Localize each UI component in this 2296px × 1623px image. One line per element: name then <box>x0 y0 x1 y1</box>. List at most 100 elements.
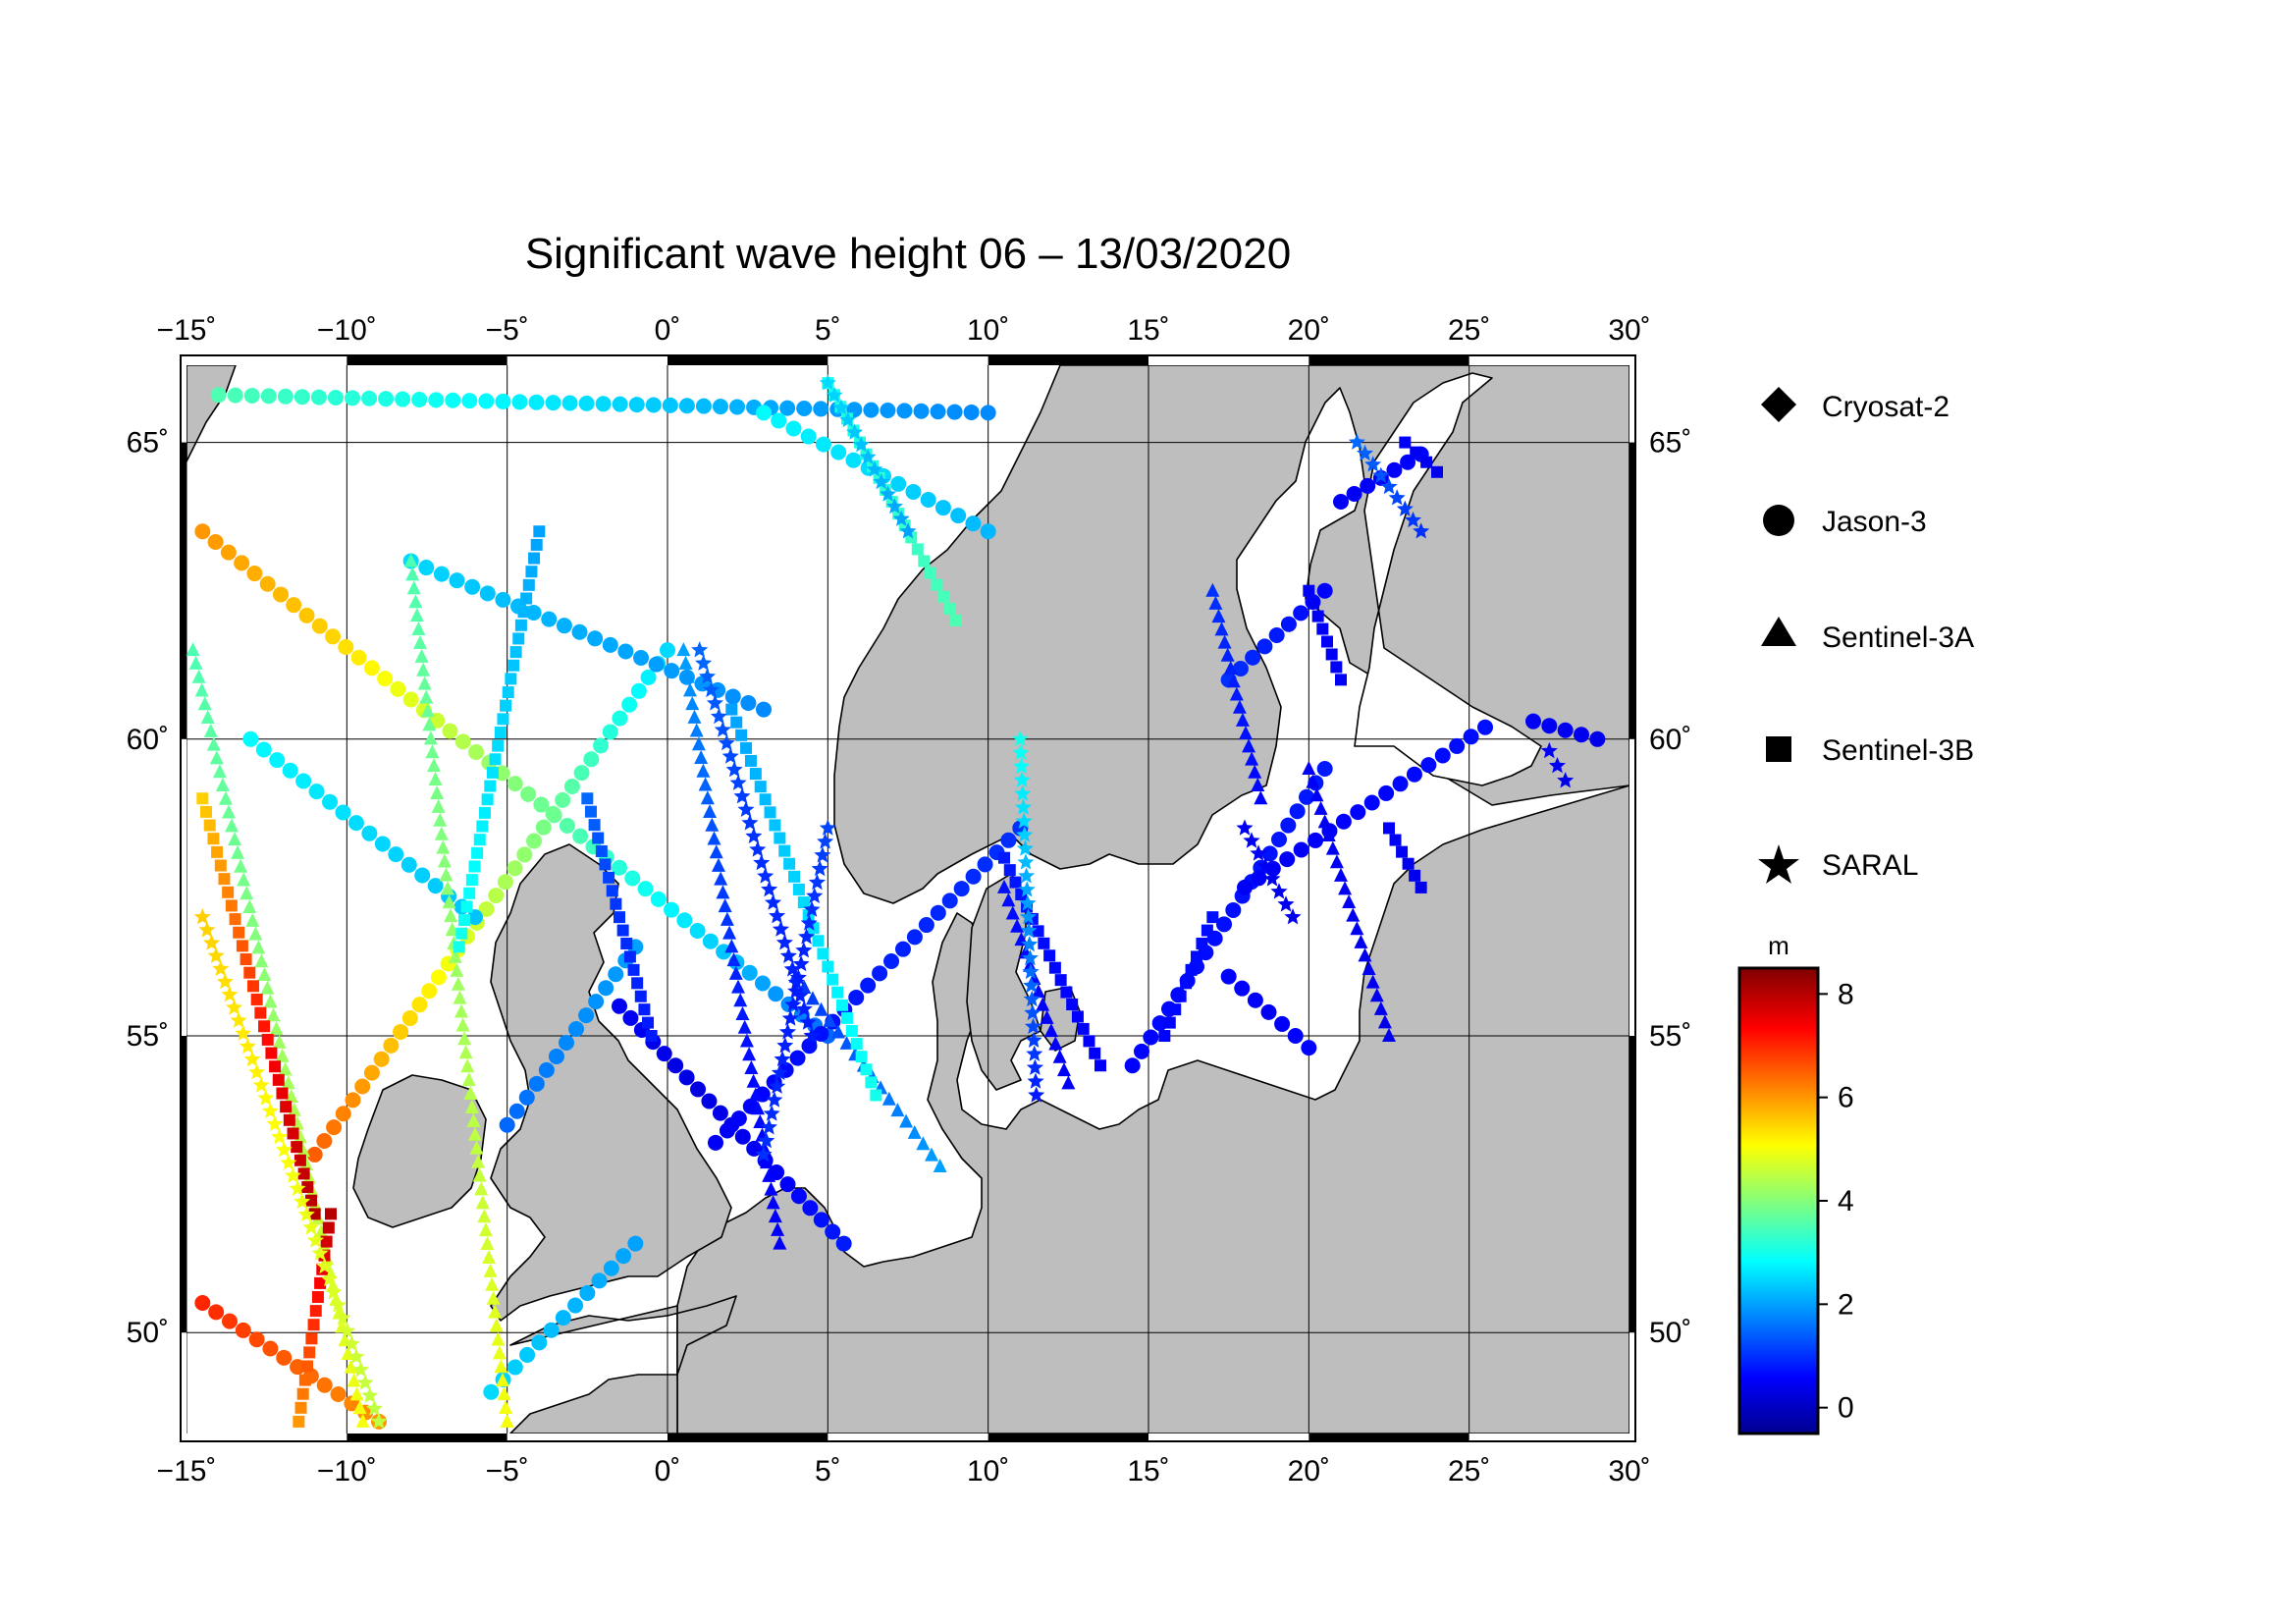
observation-triangle <box>1302 761 1316 776</box>
observation-triangle <box>496 1373 509 1387</box>
observation-circle <box>1406 766 1422 783</box>
observation-circle <box>449 572 465 589</box>
observation-star <box>243 1051 261 1067</box>
observation-square <box>634 990 647 1002</box>
observation-triangle <box>206 736 221 751</box>
observation-square <box>305 1332 318 1345</box>
observation-circle <box>790 1188 807 1205</box>
observation-square <box>620 937 633 949</box>
observation-star <box>792 955 810 972</box>
observation-star <box>284 1166 301 1183</box>
observation-circle <box>260 388 277 405</box>
observation-star <box>1023 990 1041 1007</box>
observation-star <box>1557 772 1575 788</box>
longitude-tick-label: 20˚ <box>1288 314 1330 347</box>
observation-circle <box>246 566 263 582</box>
observation-circle <box>488 888 505 904</box>
observation-square <box>1201 924 1213 937</box>
observation-star <box>271 1128 289 1145</box>
longitude-tick-label: −5˚ <box>486 1455 529 1488</box>
observation-square <box>1321 635 1333 648</box>
observation-triangle <box>1245 751 1259 766</box>
observation-triangle <box>441 881 454 895</box>
observation-triangle <box>349 1386 364 1401</box>
observation-circle <box>953 881 970 897</box>
observation-triangle <box>451 976 465 991</box>
observation-circle <box>541 611 558 627</box>
observation-triangle <box>245 912 260 927</box>
observation-triangle <box>453 990 467 1004</box>
observation-square <box>298 1374 311 1386</box>
observation-triangle <box>284 1089 298 1104</box>
observation-star <box>302 1218 320 1235</box>
observation-square <box>309 1305 322 1318</box>
observation-square <box>533 525 546 538</box>
observation-triangle <box>221 804 236 819</box>
observation-circle <box>519 1346 536 1363</box>
longitude-tick-label: 0˚ <box>655 1455 681 1488</box>
observation-circle <box>813 401 829 417</box>
observation-circle <box>272 586 289 603</box>
observation-star <box>769 1077 786 1094</box>
frame-bar <box>181 442 187 739</box>
observation-star <box>800 914 818 931</box>
observation-star <box>356 1374 374 1390</box>
land-france <box>509 1295 737 1434</box>
observation-circle <box>660 642 675 659</box>
observation-square <box>214 859 227 872</box>
observation-star <box>316 1257 334 1274</box>
observation-star <box>880 485 897 502</box>
observation-triangle <box>733 993 748 1007</box>
observation-square <box>740 741 753 754</box>
observation-triangle <box>1056 1062 1071 1077</box>
observation-triangle <box>1242 738 1256 753</box>
observation-circle <box>612 710 628 727</box>
observation-square <box>855 1051 868 1063</box>
observation-triangle <box>464 1099 479 1113</box>
observation-square <box>1180 977 1193 990</box>
observation-circle <box>645 397 662 413</box>
observation-triangle <box>475 1195 490 1210</box>
observation-triangle <box>714 871 728 886</box>
observation-triangle <box>899 1113 914 1128</box>
observation-triangle <box>242 899 257 914</box>
observation-circle <box>603 1260 619 1276</box>
observation-circle <box>583 751 600 768</box>
observation-triangle <box>768 1209 782 1223</box>
observation-triangle <box>237 872 251 887</box>
observation-square <box>759 793 772 806</box>
observation-circle <box>1333 494 1349 511</box>
observation-triangle <box>685 696 700 711</box>
observation-circle <box>890 475 907 492</box>
observation-triangle <box>428 772 443 786</box>
legend-item-cryosat-2: Cryosat-2 <box>1761 387 1949 423</box>
observation-square <box>243 966 256 979</box>
observation-triangle <box>907 1124 922 1139</box>
observation-triangle <box>240 886 254 900</box>
observation-circle <box>445 392 461 408</box>
observation-triangle <box>425 744 440 759</box>
legend-label: Sentinel-3B <box>1822 734 1974 767</box>
observation-triangle <box>771 1221 785 1236</box>
observation-circle <box>950 508 967 524</box>
observation-star <box>779 947 797 963</box>
observation-circle <box>702 933 719 949</box>
observation-square <box>588 819 601 832</box>
observation-star <box>741 814 759 831</box>
observation-triangle <box>436 839 451 854</box>
observation-triangle <box>1317 814 1332 829</box>
observation-square <box>1325 648 1338 661</box>
observation-triangle <box>1377 1014 1392 1029</box>
observation-square <box>463 887 476 899</box>
observation-square <box>294 1154 306 1166</box>
observation-square <box>725 703 738 716</box>
observation-square <box>287 1127 299 1140</box>
observation-circle <box>454 733 471 750</box>
observation-circle <box>548 1048 564 1064</box>
observation-circle <box>361 825 378 841</box>
observation-triangle <box>406 580 421 595</box>
observation-circle <box>578 395 595 411</box>
observation-square <box>196 792 209 805</box>
observation-square <box>599 858 612 871</box>
observation-circle <box>1225 901 1242 918</box>
